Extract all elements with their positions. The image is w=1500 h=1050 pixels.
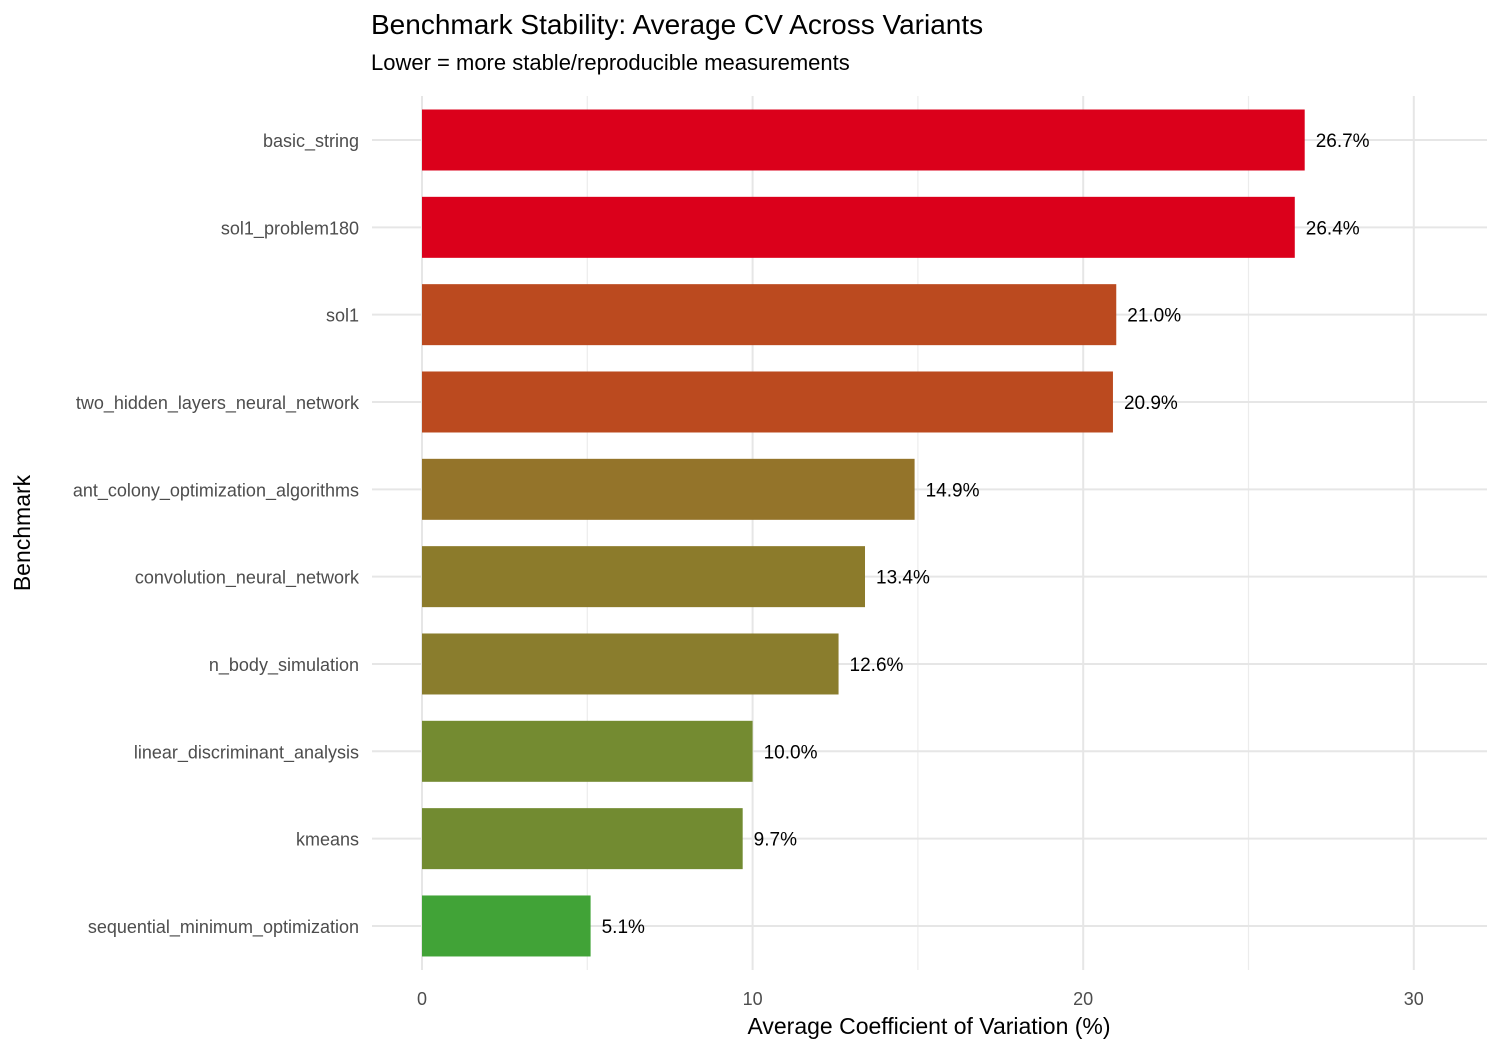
- bar-labels: 26.7% 26.4% 21.0% 20.9% 14.9% 13.4% 12.6% 10.0%…: [602, 131, 1370, 938]
- bar: [422, 895, 591, 957]
- bar-value-label: 12.6%: [850, 655, 904, 676]
- bar: [422, 109, 1305, 171]
- bar: [422, 284, 1117, 346]
- bar: [422, 196, 1295, 258]
- bar-value-label: 9.7%: [754, 830, 797, 851]
- y-tick-label: linear_discriminant_analysis: [134, 742, 359, 763]
- y-tick-label: sol1: [326, 306, 359, 326]
- y-axis-ticks: basic_string sol1_problem180 sol1 two_hidde…: [73, 131, 360, 938]
- x-tick-label: 20: [1073, 989, 1093, 1009]
- x-tick-label: 30: [1404, 989, 1424, 1009]
- bar: [422, 371, 1113, 433]
- x-axis-title: Average Coefficient of Variation (%): [747, 1013, 1110, 1039]
- x-axis-ticks: 0 10 20 30: [417, 989, 1424, 1009]
- bar: [422, 720, 753, 782]
- x-tick-label: 0: [417, 989, 427, 1009]
- bar-value-label: 14.9%: [926, 480, 980, 501]
- bar-value-label: 5.1%: [602, 917, 645, 938]
- bar-value-label: 20.9%: [1124, 393, 1178, 414]
- bar-value-label: 21.0%: [1127, 306, 1181, 327]
- chart-subtitle: Lower = more stable/reproducible measure…: [371, 50, 850, 75]
- bar: [422, 633, 839, 695]
- x-tick-label: 10: [743, 989, 763, 1009]
- bar-value-label: 10.0%: [764, 742, 818, 763]
- bar: [422, 458, 915, 520]
- bar-value-label: 13.4%: [876, 568, 930, 589]
- bars: [422, 109, 1305, 957]
- bar: [422, 546, 866, 608]
- y-tick-label: kmeans: [296, 830, 359, 850]
- y-axis-title: Benchmark: [9, 474, 35, 591]
- y-tick-label: sequential_minimum_optimization: [88, 917, 359, 938]
- y-tick-label: n_body_simulation: [209, 655, 359, 676]
- bar: [422, 808, 743, 870]
- y-tick-label: basic_string: [263, 131, 359, 152]
- bar-value-label: 26.7%: [1316, 131, 1370, 152]
- bar-value-label: 26.4%: [1306, 218, 1360, 239]
- y-tick-label: two_hidden_layers_neural_network: [76, 393, 360, 414]
- chart-title: Benchmark Stability: Average CV Across V…: [371, 9, 983, 40]
- y-tick-label: convolution_neural_network: [135, 568, 360, 589]
- y-tick-label: sol1_problem180: [221, 218, 359, 239]
- y-tick-label: ant_colony_optimization_algorithms: [73, 480, 359, 501]
